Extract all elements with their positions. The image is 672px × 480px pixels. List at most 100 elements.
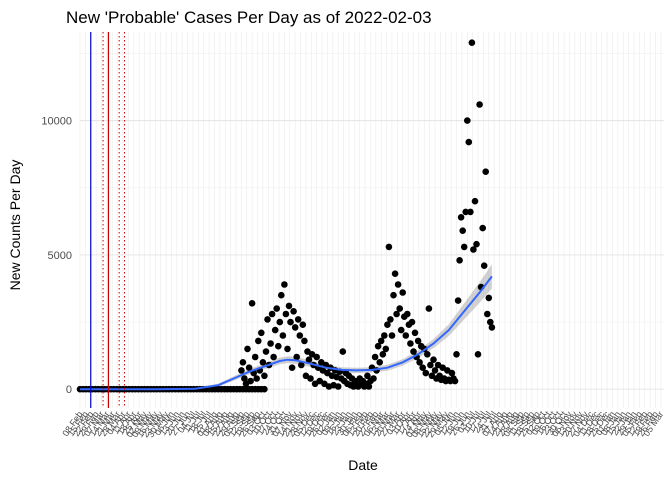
data-point (468, 39, 476, 46)
data-point (459, 227, 467, 234)
data-point (384, 321, 391, 329)
data-point (453, 351, 460, 358)
data-point (371, 353, 379, 361)
data-point (247, 377, 254, 385)
data-point (285, 302, 293, 310)
data-point (254, 337, 262, 345)
data-point (396, 305, 404, 312)
data-point (393, 310, 400, 318)
data-point (473, 240, 480, 248)
data-point (284, 345, 291, 353)
data-point (248, 300, 256, 307)
data-point (334, 383, 342, 390)
y-tick-label: 5000 (48, 250, 72, 262)
data-point (399, 289, 407, 296)
data-point (281, 281, 288, 288)
data-point (394, 281, 402, 288)
y-axis-ticks: 0 5000 10000 (41, 116, 72, 397)
data-point (484, 310, 491, 318)
data-point (474, 351, 482, 358)
data-point (261, 372, 268, 380)
data-point (282, 310, 290, 318)
data-point (482, 168, 490, 175)
x-axis-label: Date (348, 457, 378, 473)
data-point (261, 385, 268, 393)
data-point (270, 353, 277, 361)
data-point (470, 246, 477, 253)
data-point (267, 340, 274, 347)
reference-lines (90, 32, 126, 408)
data-point (424, 351, 431, 358)
data-point (288, 364, 296, 372)
data-point (294, 316, 302, 323)
data-point (365, 383, 373, 390)
data-point (253, 375, 260, 382)
data-point (374, 342, 382, 350)
data-point (305, 356, 313, 364)
data-point (479, 224, 487, 232)
data-point (410, 348, 417, 355)
data-point (271, 326, 279, 334)
data-point (451, 377, 459, 385)
data-point (430, 356, 437, 364)
data-point (370, 375, 377, 382)
data-point (276, 318, 284, 326)
data-point (262, 348, 270, 355)
data-point (448, 369, 456, 377)
data-point (425, 305, 433, 312)
data-point (414, 337, 422, 345)
data-point (290, 308, 297, 315)
data-point (471, 197, 479, 205)
data-point (390, 291, 397, 299)
data-point (460, 243, 468, 251)
data-point (273, 305, 281, 312)
y-tick-label: 10000 (41, 116, 72, 128)
data-point (279, 332, 287, 339)
data-point (291, 324, 299, 331)
chart-title: New 'Probable' Cases Per Day as of 2022-… (66, 8, 432, 27)
smooth-trend-line (80, 275, 493, 391)
data-point (264, 316, 271, 323)
data-point (296, 332, 304, 339)
data-point (287, 318, 294, 326)
data-point (298, 361, 305, 369)
data-point (387, 316, 394, 323)
data-point (251, 353, 259, 361)
data-point (408, 318, 416, 326)
data-point (339, 348, 347, 355)
data-point (422, 369, 430, 377)
data-point (485, 294, 493, 302)
y-tick-label: 0 (66, 384, 72, 396)
data-point (404, 310, 411, 318)
data-point (419, 364, 427, 372)
data-point (377, 337, 385, 345)
data-point (427, 361, 434, 369)
data-point (456, 257, 463, 264)
data-point (391, 270, 399, 278)
data-point (238, 367, 245, 374)
data-point (245, 364, 253, 372)
data-point (465, 138, 473, 146)
data-point (244, 345, 251, 353)
smooth-line (80, 275, 493, 391)
data-point (464, 117, 471, 124)
data-point (476, 101, 483, 108)
data-point (457, 214, 465, 221)
data-point (385, 243, 393, 251)
data-point (402, 332, 410, 339)
data-point (388, 332, 396, 339)
data-point (268, 310, 276, 318)
data-point (259, 359, 267, 366)
data-point (301, 337, 308, 345)
data-point (411, 329, 419, 337)
data-point (407, 340, 414, 347)
data-point (397, 326, 405, 334)
data-point (239, 359, 247, 366)
data-point (278, 291, 285, 299)
data-point (416, 359, 423, 366)
data-point (258, 329, 265, 337)
data-point (307, 375, 314, 382)
data-point (462, 208, 470, 216)
